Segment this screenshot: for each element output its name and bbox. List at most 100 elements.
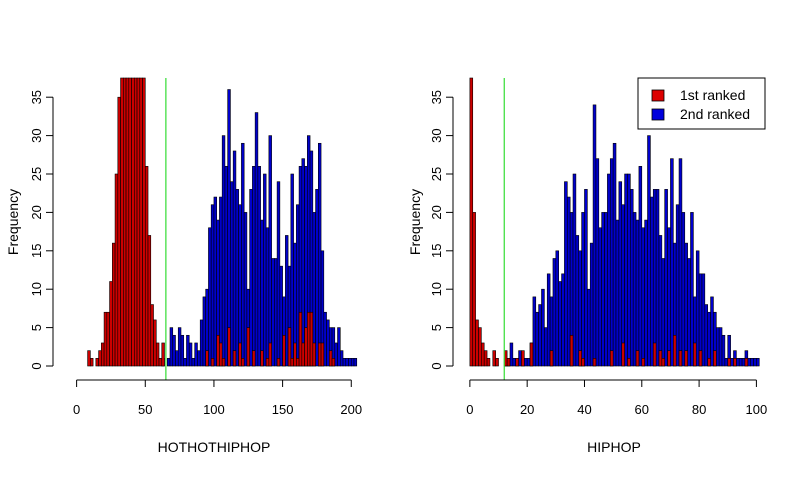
y-axis-label: Frequency — [407, 189, 423, 255]
histogram-bar — [564, 181, 568, 367]
histogram-panel-left: 0 50 100 150 200 0 5 10 15 20 25 30 35 HOTHOTHIPHOP Fr… — [5, 77, 362, 455]
histogram-bar — [235, 189, 239, 367]
histogram-bar — [106, 311, 110, 367]
histogram-bar — [166, 358, 171, 367]
histogram-bar — [221, 135, 226, 367]
histogram-bar — [197, 350, 201, 367]
y-tick-label: 5 — [29, 324, 44, 331]
x-tick-label: 40 — [577, 402, 591, 417]
histogram-bar — [612, 142, 617, 367]
histogram-bar — [227, 327, 231, 367]
histogram-bar — [276, 358, 281, 367]
histogram-bar — [750, 358, 754, 367]
histogram-bar — [213, 196, 217, 367]
histogram-bar — [285, 235, 289, 367]
histogram-bar — [112, 242, 116, 367]
histogram-bar — [274, 258, 278, 367]
histogram-bar — [103, 311, 108, 367]
histogram-bar — [581, 358, 585, 367]
histogram-bar — [186, 334, 190, 367]
legend: 1st ranked 2nd ranked — [637, 77, 766, 130]
histogram-bar — [109, 281, 113, 367]
histogram-bar — [339, 350, 344, 367]
histogram-bar — [667, 227, 671, 367]
histogram-bar — [216, 334, 220, 367]
histogram-bar — [260, 350, 264, 367]
histogram-bar — [90, 358, 94, 367]
histogram-bar — [707, 358, 711, 367]
histogram-bar — [194, 342, 198, 367]
histogram-bar — [205, 350, 209, 367]
histogram-bar — [644, 219, 648, 367]
histogram-bar — [265, 358, 270, 367]
histogram-bar — [695, 250, 700, 367]
histogram-bar — [180, 334, 185, 367]
histogram-bar — [569, 334, 574, 367]
histogram-bar — [202, 296, 206, 367]
histogram-bar — [155, 342, 160, 367]
histogram-bar — [721, 334, 726, 367]
histogram-bar — [123, 77, 127, 367]
histogram-bar — [546, 273, 551, 367]
x-tick-label: 80 — [692, 402, 706, 417]
histogram-bar — [658, 235, 663, 367]
histogram-bar — [101, 342, 105, 367]
histogram-bar — [756, 358, 760, 367]
histogram-bar — [293, 342, 297, 367]
x-tick-label: 100 — [746, 402, 768, 417]
histogram-bar — [733, 358, 737, 367]
histogram-bar — [609, 350, 614, 367]
histogram-bar — [641, 227, 645, 367]
histogram-bar — [549, 350, 554, 367]
histogram-bar — [147, 235, 152, 367]
histogram-bar — [268, 342, 272, 367]
histogram-bar — [230, 181, 234, 367]
histogram-bar — [627, 358, 631, 367]
histogram-bar — [131, 77, 135, 367]
histogram-bar — [271, 258, 275, 367]
histogram-bar — [153, 319, 157, 367]
histogram-bar — [241, 358, 245, 367]
histogram-bar — [177, 327, 182, 367]
histogram-bar — [98, 350, 102, 367]
histogram-bar — [578, 350, 582, 367]
histogram-bar — [188, 342, 193, 367]
histogram-bar — [210, 204, 215, 367]
histogram-bar — [684, 242, 688, 367]
histogram-bar — [492, 350, 496, 367]
histogram-bar — [320, 342, 325, 367]
histogram-bar — [144, 166, 149, 367]
x-tick-label: 200 — [340, 402, 362, 417]
y-axis-label: Frequency — [5, 189, 21, 255]
y-tick-label: 0 — [29, 362, 44, 369]
histogram-bar — [658, 350, 663, 367]
histogram-bar — [518, 350, 522, 367]
histogram-bar — [555, 250, 560, 367]
histogram-bar — [478, 327, 482, 367]
histogram-bar — [515, 358, 519, 367]
y-tick-label: 10 — [29, 282, 44, 296]
histogram-bar — [538, 304, 542, 367]
histogram-bar — [624, 173, 628, 367]
histogram-bar — [512, 358, 517, 367]
y-tick-label: 25 — [29, 167, 44, 181]
histogram-bar — [736, 358, 740, 367]
histogram-bar — [561, 273, 565, 367]
histogram-bar — [328, 350, 333, 367]
histogram-bar — [524, 358, 528, 367]
y-tick-label: 35 — [29, 90, 44, 104]
y-tick-label: 30 — [429, 128, 444, 142]
legend-swatch — [651, 108, 665, 121]
histogram-bar — [650, 196, 654, 367]
histogram-bar — [257, 166, 261, 367]
histogram-bar — [707, 311, 711, 367]
histogram-bar — [95, 358, 99, 367]
histogram-bar — [279, 265, 283, 367]
histogram-bar — [483, 350, 488, 367]
histogram-bar — [252, 166, 256, 367]
histogram-bar — [191, 358, 196, 367]
histogram-bar — [575, 235, 580, 367]
histogram-bar — [727, 358, 731, 367]
histogram-bar — [249, 189, 253, 367]
histogram-bar — [529, 342, 534, 367]
